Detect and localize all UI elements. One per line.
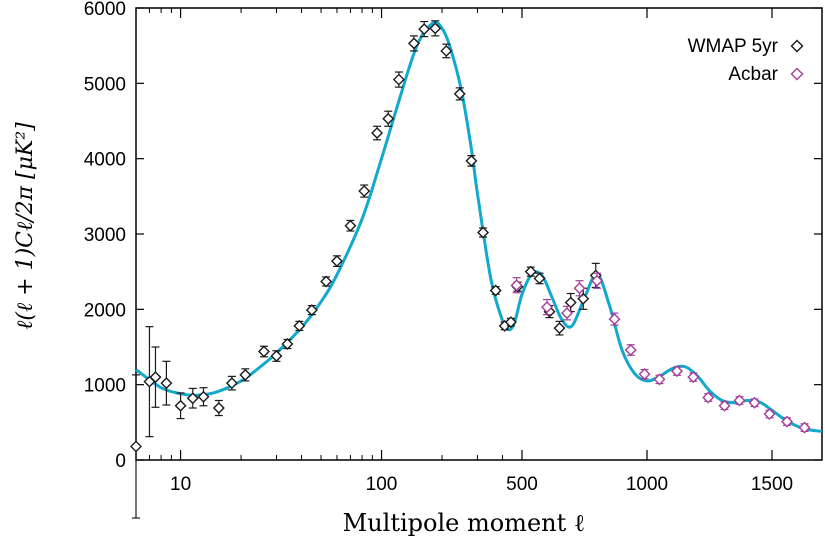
wmap-data-point — [453, 87, 466, 100]
x-axis-title: Multipole moment ℓ — [343, 509, 586, 537]
acbar-data-point — [541, 301, 553, 314]
wmap-data-point — [212, 402, 225, 415]
wmap-data-point — [130, 440, 142, 453]
wmap-data-point — [489, 284, 502, 297]
y-tick-label: 3000 — [84, 225, 126, 246]
wmap-data-point — [293, 319, 306, 332]
wmap-data-point — [197, 390, 210, 403]
wmap-data-point — [533, 272, 546, 285]
x-tick-label: 10 — [170, 474, 191, 495]
wmap-data-point — [160, 377, 173, 390]
wmap-data-point — [429, 22, 442, 35]
wmap-data-point — [330, 255, 343, 268]
acbar-data-point — [608, 313, 621, 326]
acbar-data-point — [718, 399, 731, 412]
acbar-data-point — [798, 421, 811, 434]
acbar-data-point — [573, 282, 586, 295]
y-axis-title: ℓ(ℓ + 1)Cℓ/2π [μK²] — [13, 122, 38, 330]
wmap-data-point — [281, 337, 294, 350]
x-axis-ticks: 10 100 500 1000 1500 — [148, 8, 793, 495]
y-tick-label: 5000 — [84, 74, 126, 95]
acbar-data-point — [510, 279, 523, 292]
acbar-data-point — [624, 344, 637, 357]
acbar-data-point — [687, 371, 700, 384]
data-points-layer — [130, 20, 811, 519]
model-curve — [135, 20, 823, 433]
acbar-data-point — [671, 365, 683, 378]
wmap-data-point — [440, 44, 453, 57]
legend-marker-wmap — [790, 39, 804, 53]
x-tick-label: 100 — [366, 474, 398, 495]
wmap-data-point — [239, 368, 252, 381]
acbar-data-point — [763, 408, 776, 421]
acbar-data-point — [638, 368, 651, 381]
y-tick-label: 6000 — [84, 0, 126, 20]
y-tick-label: 1000 — [84, 376, 126, 397]
y-tick-label: 0 — [115, 451, 126, 472]
wmap-data-point — [407, 37, 420, 50]
acbar-data-point — [733, 394, 746, 407]
wmap-data-point — [174, 399, 187, 412]
acbar-data-point — [781, 415, 793, 428]
legend-label-acbar: Acbar — [728, 64, 778, 85]
acbar-data-point — [702, 391, 715, 404]
legend-marker-acbar — [790, 67, 804, 81]
wmap-data-point — [564, 296, 577, 309]
wmap-data-point — [149, 371, 162, 384]
acbar-data-point — [591, 274, 603, 287]
wmap-data-point — [418, 23, 431, 36]
acbar-data-point — [748, 396, 761, 409]
model-curve-layer — [135, 20, 823, 433]
wmap-data-point — [524, 265, 537, 278]
wmap-data-point — [344, 219, 357, 232]
x-tick-label: 500 — [506, 474, 538, 495]
acbar-data-point — [561, 307, 573, 320]
wmap-data-point — [305, 304, 318, 317]
wmap-data-point — [392, 73, 405, 86]
legend: WMAP 5yr Acbar — [688, 36, 804, 85]
y-axis-ticks: 0 1000 2000 3000 4000 5000 6000 — [84, 0, 822, 472]
acbar-data-point — [653, 373, 666, 386]
wmap-data-point — [358, 185, 371, 198]
legend-label-wmap: WMAP 5yr — [688, 36, 779, 57]
x-tick-label: 1500 — [751, 474, 793, 495]
wmap-data-point — [371, 127, 384, 140]
wmap-data-point — [504, 316, 517, 329]
wmap-data-point — [225, 377, 238, 390]
y-tick-label: 4000 — [84, 150, 126, 171]
wmap-data-point — [257, 345, 270, 358]
wmap-data-point — [477, 226, 490, 239]
wmap-data-point — [465, 154, 478, 167]
wmap-data-point — [186, 392, 199, 405]
wmap-data-point — [553, 322, 566, 335]
y-tick-label: 2000 — [84, 300, 126, 321]
x-tick-label: 1000 — [626, 474, 668, 495]
wmap-data-point — [320, 275, 333, 288]
wmap-data-point — [270, 350, 283, 363]
wmap-data-point — [382, 112, 395, 125]
